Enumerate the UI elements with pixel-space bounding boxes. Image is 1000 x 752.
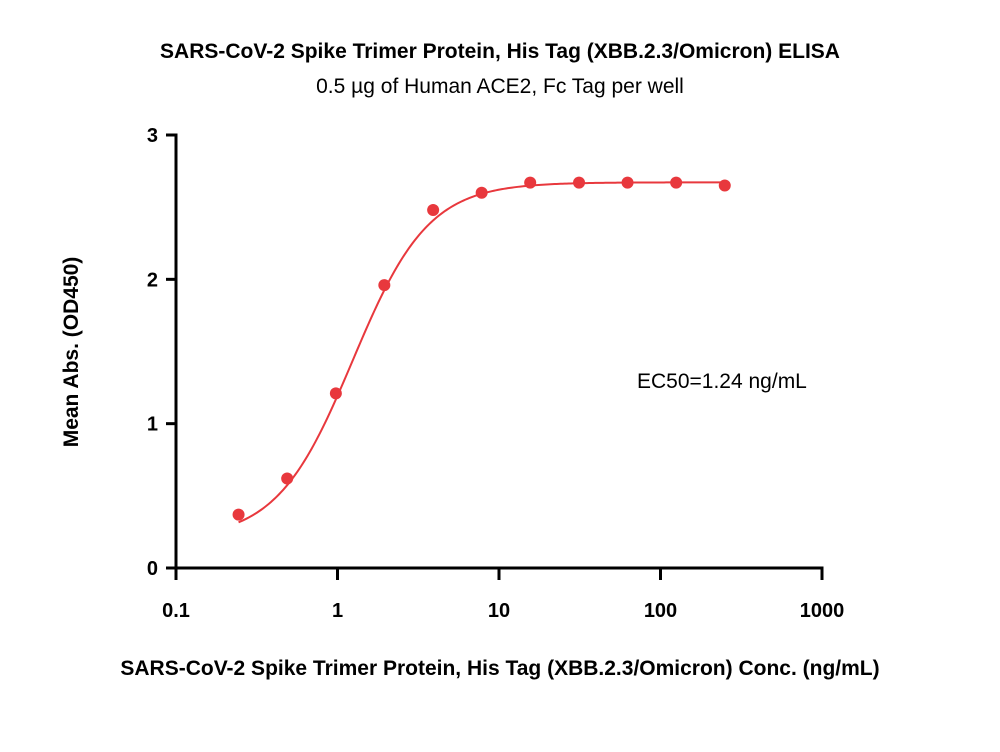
data-point bbox=[573, 176, 586, 189]
data-point bbox=[427, 204, 440, 217]
axes: 0 1 2 3 0.1 1 10 100 1000 bbox=[147, 125, 844, 622]
data-point bbox=[281, 472, 294, 485]
data-point bbox=[621, 176, 634, 189]
data-point bbox=[524, 176, 537, 189]
x-axis-label: SARS-CoV-2 Spike Trimer Protein, His Tag… bbox=[120, 657, 879, 680]
data-point bbox=[329, 387, 342, 400]
y-tick-label: 3 bbox=[147, 125, 158, 147]
data-point bbox=[232, 508, 245, 521]
data-point bbox=[718, 179, 731, 192]
data-point bbox=[670, 176, 683, 189]
chart-subtitle: 0.5 µg of Human ACE2, Fc Tag per well bbox=[316, 75, 684, 98]
chart-title: SARS-CoV-2 Spike Trimer Protein, His Tag… bbox=[160, 40, 840, 63]
fit-curve bbox=[238, 181, 725, 524]
x-tick-label: 1000 bbox=[800, 600, 845, 622]
data-point bbox=[475, 186, 488, 199]
x-tick-label: 0.1 bbox=[162, 600, 190, 622]
x-tick-label: 10 bbox=[488, 600, 510, 622]
x-tick-label: 100 bbox=[644, 600, 677, 622]
y-tick-label: 1 bbox=[147, 414, 158, 436]
ec50-annotation: EC50=1.24 ng/mL bbox=[637, 370, 807, 393]
data-point bbox=[378, 279, 391, 292]
y-tick-label: 2 bbox=[147, 269, 158, 291]
y-tick-label: 0 bbox=[147, 558, 158, 580]
fit-curve-layer bbox=[238, 181, 725, 524]
x-tick-label: 1 bbox=[332, 600, 343, 622]
data-points bbox=[232, 176, 731, 521]
y-axis-label: Mean Abs. (OD450) bbox=[60, 257, 83, 448]
